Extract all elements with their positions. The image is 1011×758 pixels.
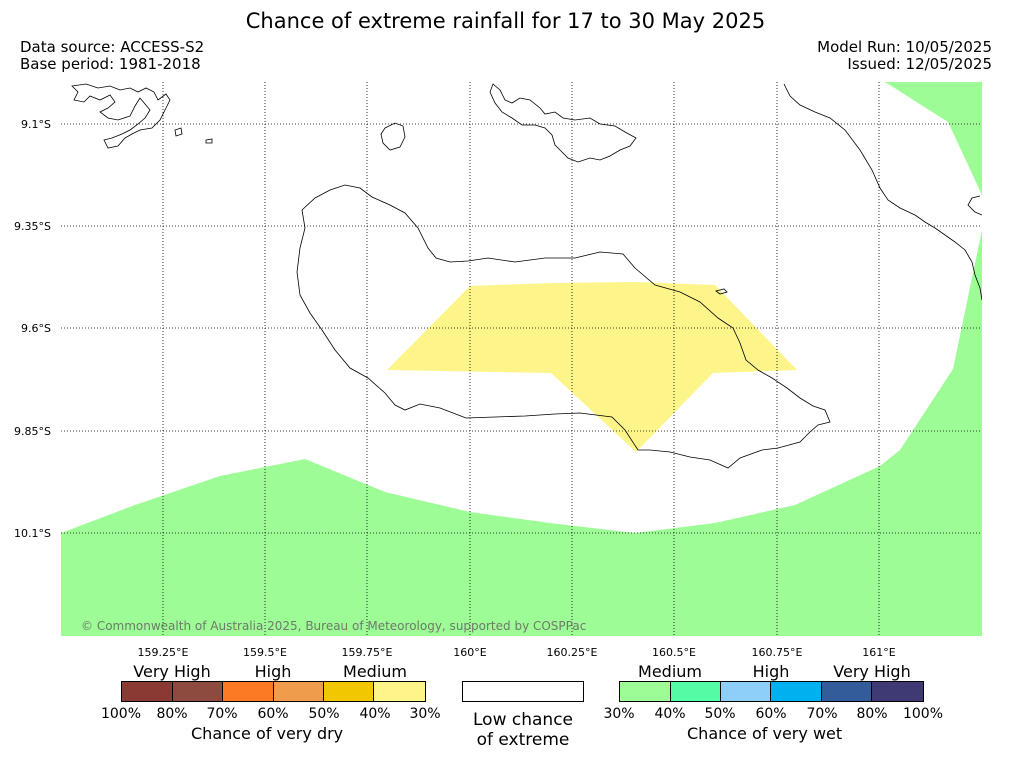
low-chance-swatch [462, 681, 584, 702]
lon-label: 159.25°E [138, 646, 189, 659]
coast-islet-a [174, 127, 183, 137]
lat-label: 10.1°S [14, 527, 51, 540]
dry-region [387, 282, 797, 452]
lon-label: 159.5°E [243, 646, 287, 659]
wet-tick-label: 100% [902, 706, 944, 722]
lon-label: 159.75°E [342, 646, 393, 659]
dry-colorbar [121, 681, 426, 702]
coast-guadalcanal [296, 184, 831, 469]
coast-malaita-east [967, 195, 982, 216]
wet-tick-label: 60% [755, 706, 787, 722]
wet-swatch [721, 682, 772, 701]
dry-swatch [323, 682, 375, 701]
wet-swatch [821, 682, 873, 701]
dry-tick-label: 50% [308, 706, 340, 722]
wet-swatch [620, 682, 671, 701]
wet-category-label: High [752, 662, 790, 681]
dry-tick-label: 40% [359, 706, 391, 722]
coast-florida-islands [489, 83, 637, 163]
dry-tick-label: 70% [206, 706, 238, 722]
low-chance-line1: Low chance [473, 710, 573, 730]
coast-islet-b [205, 138, 213, 144]
dry-swatch [122, 682, 173, 701]
copyright-notice: © Commonwealth of Australia 2025, Bureau… [81, 619, 586, 633]
wet-region-south [61, 230, 982, 636]
run-info: Model Run: 10/05/2025 Issued: 12/05/2025 [817, 39, 992, 73]
coast-islet-c [715, 288, 728, 295]
source-info: Data source: ACCESS-S2 Base period: 1981… [20, 39, 204, 73]
lat-label: 9.1°S [21, 118, 51, 131]
dry-category-label: Medium [343, 662, 407, 681]
lon-label: 160°E [453, 646, 486, 659]
wet-tick-label: 30% [603, 706, 635, 722]
wet-tick-label: 80% [856, 706, 888, 722]
dry-tick-label: 80% [156, 706, 188, 722]
issued-date: Issued: 12/05/2025 [847, 55, 992, 73]
lon-label: 160.5°E [652, 646, 696, 659]
lon-label: 160.75°E [752, 646, 803, 659]
wet-region-northeast [885, 82, 982, 195]
lat-label: 9.6°S [21, 322, 51, 335]
coast-malaita [783, 83, 982, 301]
map-title: Chance of extreme rainfall for 17 to 30 … [245, 9, 766, 33]
latitude-labels: 9.1°S 9.35°S 9.6°S 9.85°S 10.1°S [14, 118, 51, 540]
lon-label: 161°E [862, 646, 895, 659]
wet-category-label: Medium [638, 662, 702, 681]
dry-category-label: Very High [133, 662, 211, 681]
model-run: Model Run: 10/05/2025 [817, 38, 992, 56]
dry-swatch [274, 682, 324, 701]
data-source: Data source: ACCESS-S2 [20, 38, 205, 56]
dry-swatch [172, 682, 224, 701]
dry-tick-label: 30% [409, 706, 441, 722]
wet-swatch [771, 682, 822, 701]
wet-swatch [670, 682, 722, 701]
wet-legend-title: Chance of very wet [687, 724, 843, 743]
low-chance-line2: of extreme [476, 730, 570, 750]
dry-tick-label: 100% [100, 706, 142, 722]
base-period: Base period: 1981-2018 [20, 55, 201, 73]
wet-category-label: Very High [833, 662, 911, 681]
coast-russell-islands [71, 83, 171, 149]
low-chance-label: Low chance of extreme [444, 710, 602, 750]
dry-legend-title: Chance of very dry [191, 724, 344, 743]
wet-swatch [872, 682, 924, 701]
coast-small-island [380, 122, 406, 151]
lat-label: 9.85°S [14, 425, 51, 438]
dry-swatch [223, 682, 275, 701]
longitude-labels: 159.25°E 159.5°E 159.75°E 160°E 160.25°E… [138, 646, 896, 659]
lon-label: 160.25°E [547, 646, 598, 659]
dry-swatch [374, 682, 426, 701]
graticule [61, 82, 982, 636]
dry-category-label: High [254, 662, 292, 681]
lat-label: 9.35°S [14, 220, 51, 233]
wet-tick-label: 70% [806, 706, 838, 722]
dry-tick-label: 60% [257, 706, 289, 722]
wet-tick-label: 50% [704, 706, 736, 722]
coastlines [71, 83, 982, 469]
wet-tick-label: 40% [654, 706, 686, 722]
wet-colorbar [619, 681, 924, 702]
